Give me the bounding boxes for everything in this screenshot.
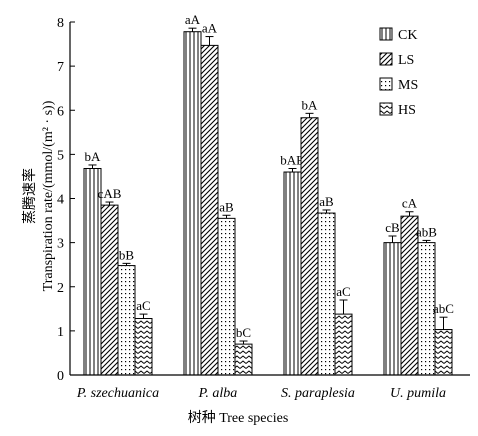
axes-layer	[69, 22, 470, 376]
y-tick-label: 6	[57, 104, 64, 119]
category-label: P. szechuanica	[76, 386, 159, 401]
bar-ls	[100, 204, 119, 376]
legend: CK LS MS HS	[379, 27, 418, 118]
significance-label: cA	[402, 196, 418, 211]
significance-label: aA	[202, 21, 218, 36]
y-tick-label: 0	[57, 369, 64, 384]
y-tick-label: 5	[57, 148, 64, 163]
y-tick-label: 1	[57, 325, 64, 340]
bar-hs	[234, 343, 253, 376]
x-axis-title: 树种 Tree species	[188, 410, 289, 426]
legend-swatch-hs	[379, 102, 393, 116]
legend-label-ms: MS	[398, 78, 418, 93]
bar-ls	[200, 44, 219, 376]
significance-label: aA	[185, 12, 201, 27]
bar-ck	[183, 31, 202, 376]
significance-label: bC	[236, 325, 251, 340]
bar-ls	[400, 215, 419, 376]
y-tick-label: 3	[57, 237, 64, 252]
significance-label: abC	[433, 301, 454, 316]
y-axis-title-cn: 蒸腾速率	[21, 168, 38, 224]
significance-label: bB	[119, 247, 135, 262]
y-tick-label: 7	[57, 60, 64, 75]
bar-ms	[217, 217, 236, 376]
significance-label: aC	[336, 284, 350, 299]
bar-hs	[434, 329, 453, 376]
significance-label: bA	[85, 149, 102, 164]
legend-swatch-ck	[379, 27, 393, 41]
bar-hs	[134, 318, 153, 376]
significance-label: bAB	[280, 152, 305, 167]
y-tick-label: 8	[57, 16, 64, 31]
legend-label-ck: CK	[398, 28, 417, 43]
bar-ck	[383, 242, 402, 376]
y-axis-title-en: Transpiration rate/(mmol/(m² · s))	[41, 100, 56, 291]
bar-ls	[300, 117, 319, 376]
y-tick-label: 4	[57, 193, 64, 208]
legend-label-hs: HS	[398, 103, 416, 118]
legend-swatch-ms	[379, 77, 393, 91]
significance-label: aB	[319, 194, 334, 209]
y-tick-label: 2	[57, 281, 64, 296]
bar-ck	[283, 171, 302, 376]
y-axis-ticks: 0 1 2 3 4 5 6 7 8	[57, 16, 75, 384]
bar-hs	[334, 313, 353, 376]
category-label: U. pumila	[390, 386, 446, 401]
category-label: S. paraplesia	[281, 386, 355, 401]
significance-label: bA	[302, 97, 319, 112]
significance-label: aC	[136, 298, 150, 313]
significance-label: cB	[385, 220, 400, 235]
significance-label: aB	[219, 199, 234, 214]
legend-label-ls: LS	[398, 53, 414, 68]
significance-label: abB	[416, 224, 437, 239]
significance-label: cAB	[98, 186, 122, 201]
bar-ms	[317, 212, 336, 376]
category-label: P. alba	[198, 386, 238, 401]
legend-swatch-ls	[379, 52, 393, 66]
bar-ms	[117, 265, 136, 376]
category-labels: P. szechuanica P. alba S. paraplesia U. pum…	[76, 386, 446, 401]
